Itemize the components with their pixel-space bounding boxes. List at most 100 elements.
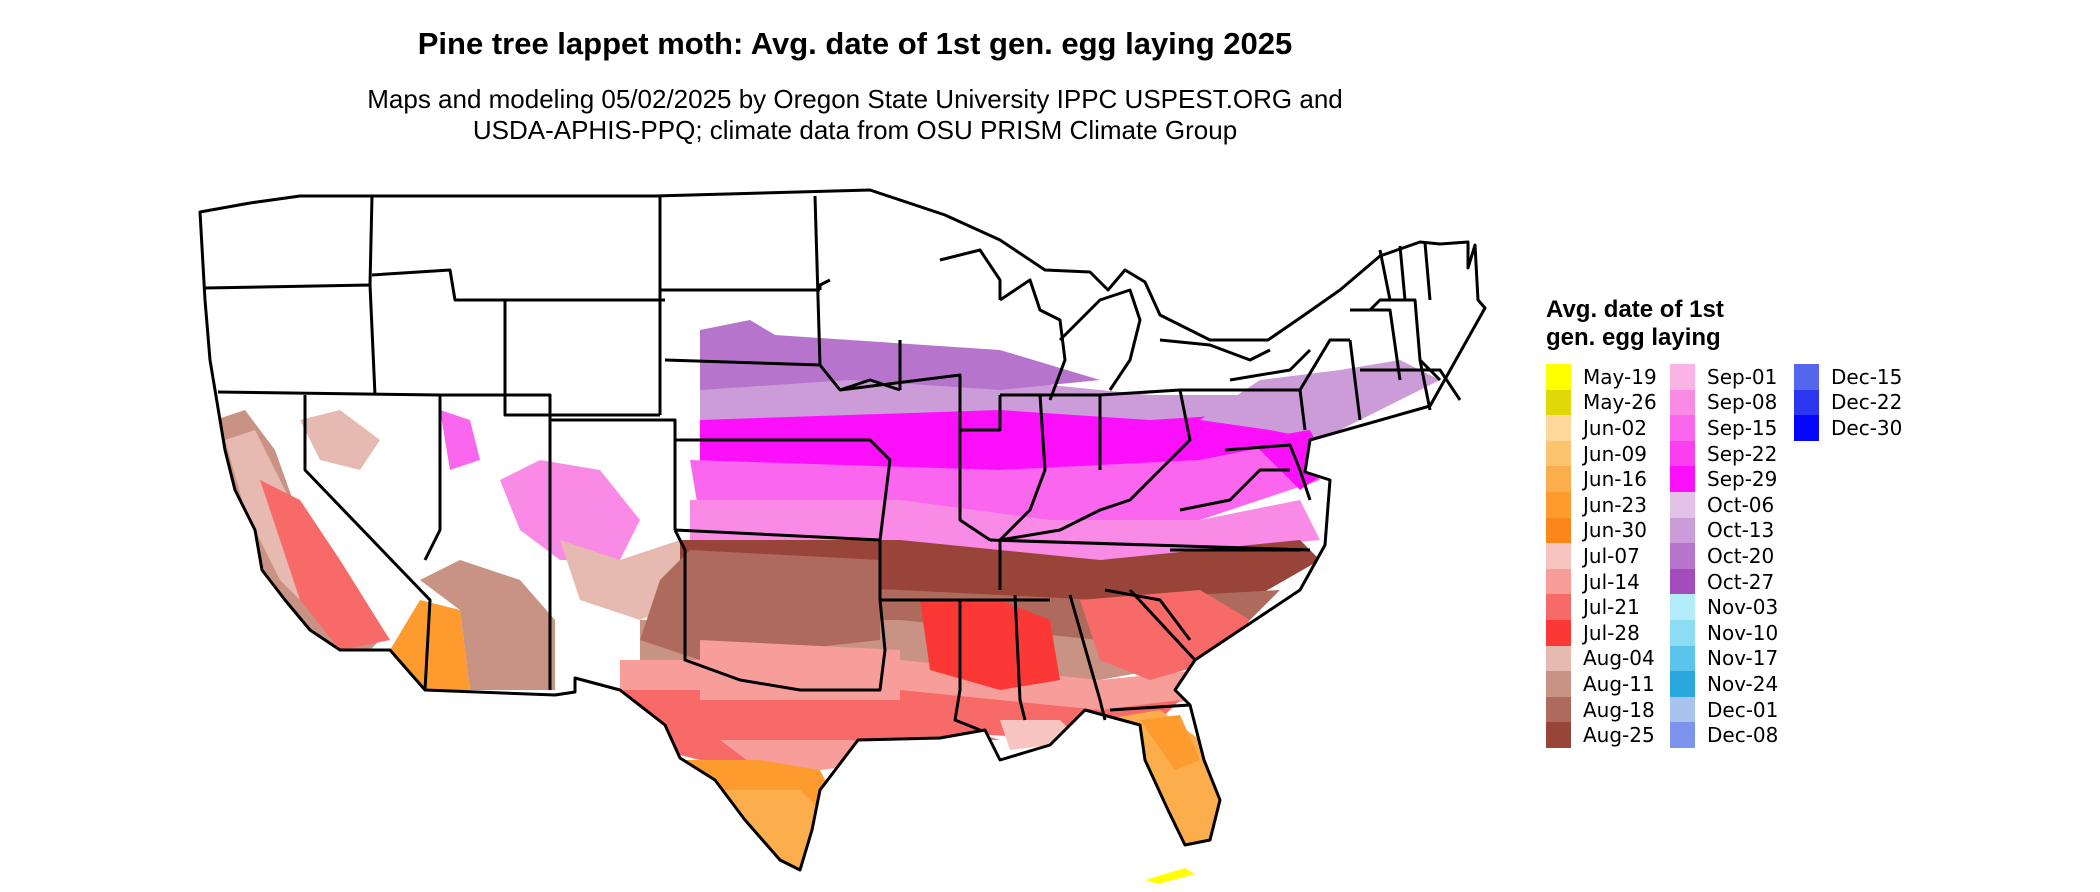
legend-item: Oct-20 <box>1670 543 1778 569</box>
legend-title: Avg. date of 1st gen. egg laying <box>1546 296 1724 351</box>
legend-swatch <box>1670 364 1695 390</box>
legend-item: Sep-15 <box>1670 415 1778 441</box>
legend-item: Oct-27 <box>1670 568 1778 595</box>
legend-item: Nov-03 <box>1670 594 1778 620</box>
legend-swatch <box>1546 364 1571 390</box>
legend-swatch <box>1670 389 1695 416</box>
legend-swatch <box>1546 415 1571 441</box>
legend-label: Nov-17 <box>1707 646 1779 671</box>
legend-swatch <box>1794 364 1819 390</box>
legend-label: Dec-15 <box>1831 364 1903 389</box>
legend-swatch <box>1670 517 1695 544</box>
legend-swatch <box>1670 722 1695 748</box>
legend-label: Oct-13 <box>1707 518 1775 543</box>
legend-item: Oct-06 <box>1670 491 1778 518</box>
legend-swatch <box>1546 466 1571 492</box>
legend-swatch <box>1670 645 1695 672</box>
legend-item: Nov-24 <box>1670 671 1778 697</box>
legend-label: Aug-25 <box>1583 723 1655 748</box>
legend-label: Sep-08 <box>1707 390 1778 415</box>
legend-label: Oct-27 <box>1707 569 1775 594</box>
legend-swatch <box>1546 440 1571 467</box>
legend-label: Nov-10 <box>1707 620 1779 645</box>
legend-swatch <box>1670 440 1695 467</box>
legend-item: Sep-01 <box>1670 364 1778 390</box>
legend-swatch <box>1670 415 1695 441</box>
legend-label: Sep-29 <box>1707 467 1778 492</box>
legend-item: Dec-01 <box>1670 696 1779 723</box>
legend-item: Aug-25 <box>1546 722 1657 748</box>
legend-item: Jun-09 <box>1546 440 1657 467</box>
legend-label: Oct-06 <box>1707 492 1775 517</box>
legend-item: Jun-23 <box>1546 491 1657 518</box>
legend-label: Jul-07 <box>1583 543 1640 568</box>
legend-label: Sep-22 <box>1707 441 1778 466</box>
legend-label: Jun-02 <box>1583 415 1647 440</box>
legend-label: Aug-11 <box>1583 671 1655 696</box>
legend-item: May-26 <box>1546 389 1657 416</box>
chart-title: Pine tree lappet moth: Avg. date of 1st … <box>417 26 1293 61</box>
legend-column: May-19 May-26 Jun-02 Jun-09 Jun-16 Jun-23 Jun-… <box>1546 364 1657 748</box>
legend-swatch <box>1670 619 1695 646</box>
legend-swatch <box>1670 594 1695 620</box>
legend-label: Aug-04 <box>1583 646 1655 671</box>
legend-swatch <box>1546 543 1571 569</box>
legend-label: May-26 <box>1583 390 1657 415</box>
legend-item: Dec-15 <box>1794 364 1902 390</box>
legend-item: Dec-30 <box>1794 415 1902 441</box>
legend-swatch <box>1546 517 1571 544</box>
legend-label: Jun-30 <box>1583 518 1647 543</box>
legend-label: Jun-16 <box>1583 467 1647 492</box>
legend-swatch <box>1546 619 1571 646</box>
legend-label: Dec-22 <box>1831 390 1903 415</box>
legend-item: Sep-29 <box>1670 466 1778 492</box>
florida-keys <box>1145 868 1195 884</box>
state-borders <box>198 188 1487 872</box>
legend-label: Nov-24 <box>1707 671 1779 696</box>
legend-label: Dec-08 <box>1707 723 1779 748</box>
legend-swatch <box>1546 696 1571 723</box>
legend-swatch <box>1670 491 1695 518</box>
chart-subtitle: Maps and modeling 05/02/2025 by Oregon S… <box>0 84 1710 146</box>
legend-swatch <box>1546 389 1571 416</box>
legend-swatch <box>1670 696 1695 723</box>
legend-label: Jun-23 <box>1583 492 1647 517</box>
legend-swatch <box>1794 389 1819 416</box>
legend-label: Oct-20 <box>1707 543 1775 568</box>
legend-label: Jul-14 <box>1583 569 1640 594</box>
legend-label: Aug-18 <box>1583 697 1655 722</box>
legend-swatch <box>1670 671 1695 697</box>
legend-swatch <box>1546 645 1571 672</box>
legend-item: Oct-13 <box>1670 517 1778 544</box>
legend-label: Jul-28 <box>1583 620 1640 645</box>
legend-swatch <box>1546 671 1571 697</box>
legend: Avg. date of 1st gen. egg laying May-19 M… <box>1546 296 1902 748</box>
us-map <box>198 188 1487 884</box>
legend-item: Sep-22 <box>1670 440 1778 467</box>
legend-item: Nov-17 <box>1670 645 1779 672</box>
subtitle-line-2: USDA-APHIS-PPQ; climate data from OSU PR… <box>472 115 1238 145</box>
legend-item: Aug-11 <box>1546 671 1657 697</box>
legend-item: May-19 <box>1546 364 1657 390</box>
legend-label: Dec-01 <box>1707 697 1779 722</box>
legend-item: Jun-02 <box>1546 415 1657 441</box>
legend-swatch <box>1546 722 1571 748</box>
legend-swatch <box>1546 491 1571 518</box>
legend-item: Aug-18 <box>1546 696 1657 723</box>
legend-item: Aug-04 <box>1546 645 1657 672</box>
legend-item: Nov-10 <box>1670 619 1779 646</box>
legend-item: Dec-22 <box>1794 389 1903 416</box>
legend-label: May-19 <box>1583 364 1657 389</box>
legend-swatch <box>1546 594 1571 620</box>
legend-item: Jul-14 <box>1546 568 1657 595</box>
legend-label: Dec-30 <box>1831 415 1903 440</box>
legend-swatch <box>1670 466 1695 492</box>
legend-item: Jul-28 <box>1546 619 1657 646</box>
legend-column: Sep-01 Sep-08 Sep-15 Sep-22 Sep-29 Oct-06 Oct-… <box>1670 364 1778 748</box>
legend-label: Jul-21 <box>1583 595 1640 620</box>
legend-item: Dec-08 <box>1670 722 1778 748</box>
legend-swatch <box>1794 415 1819 441</box>
us-outline <box>198 188 1487 872</box>
legend-label: Jun-09 <box>1583 441 1647 466</box>
legend-item: Sep-08 <box>1670 389 1778 416</box>
